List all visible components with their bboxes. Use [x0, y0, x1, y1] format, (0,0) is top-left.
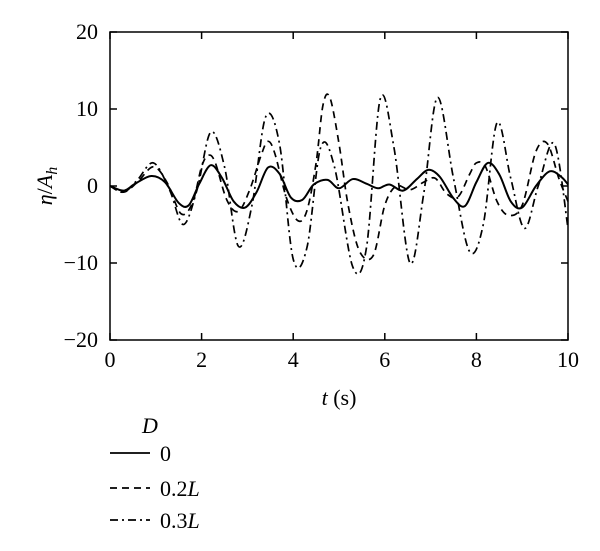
series-line-solid — [109, 161, 569, 210]
y-axis-label: η/Ah — [32, 167, 61, 206]
legend-entry-2: 0.3L — [110, 508, 200, 533]
series-line-dashdot — [109, 94, 569, 275]
tick-labels: 0 2 4 6 8 10 −20 −10 0 10 20 — [64, 19, 579, 372]
x-tick-label: 4 — [288, 347, 299, 372]
x-tick-label: 2 — [196, 347, 207, 372]
x-axis-label: t (s) — [322, 385, 357, 410]
legend-label-2: 0.3L — [160, 508, 200, 533]
y-tick-label: −20 — [64, 327, 98, 352]
svg-text:η/Ah: η/Ah — [32, 167, 61, 206]
x-tick-label: 8 — [471, 347, 482, 372]
legend-entry-1: 0.2L — [110, 476, 200, 501]
y-tick-label: 0 — [87, 173, 98, 198]
series-layer — [109, 93, 569, 275]
legend-label-0: 0 — [160, 441, 171, 466]
y-tick-label: −10 — [64, 250, 98, 275]
y-tick-label: 20 — [76, 19, 98, 44]
x-tick-label: 6 — [379, 347, 390, 372]
legend-label-1: 0.2L — [160, 476, 200, 501]
y-tick-label: 10 — [76, 96, 98, 121]
legend-entry-0: 0 — [110, 441, 171, 466]
legend-title: D — [141, 413, 158, 438]
series-line-dashed — [109, 93, 569, 261]
x-tick-label: 10 — [557, 347, 579, 372]
x-tick-label: 0 — [105, 347, 116, 372]
legend: D 0 0.2L 0.3L — [110, 413, 200, 533]
